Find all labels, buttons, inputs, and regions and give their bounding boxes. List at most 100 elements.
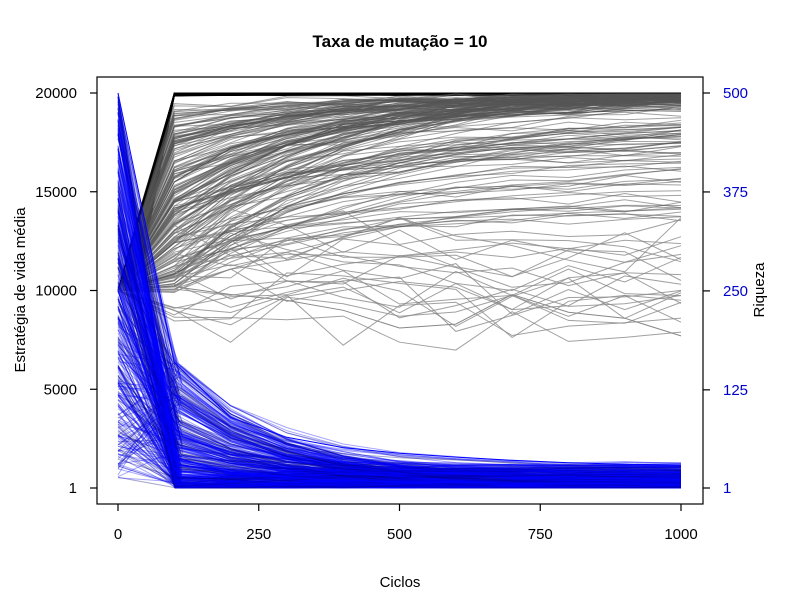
wealth-line <box>117 317 682 487</box>
wealth-line <box>117 456 682 489</box>
wealth-line <box>117 112 682 473</box>
wealth-line <box>117 266 682 489</box>
wealth-line <box>117 258 682 489</box>
strategy-line <box>117 290 682 351</box>
strategy-line <box>117 270 682 319</box>
wealth-line <box>117 377 682 487</box>
wealth-line <box>117 350 682 489</box>
wealth-line <box>117 286 682 488</box>
wealth-line <box>117 298 682 489</box>
wealth-line <box>117 108 682 487</box>
wealth-line <box>117 463 681 489</box>
wealth-line <box>117 112 682 489</box>
wealth-line <box>117 345 682 488</box>
wealth-line <box>117 341 682 488</box>
y-right-tick-label: 250 <box>723 283 748 300</box>
wealth-line <box>117 254 682 479</box>
wealth-line <box>117 125 682 486</box>
wealth-line <box>117 258 682 469</box>
wealth-line <box>117 248 682 480</box>
wealth-line <box>117 250 682 487</box>
strategy-line <box>117 110 682 291</box>
y-right-tick-label: 375 <box>723 184 748 201</box>
wealth-line <box>117 101 682 489</box>
wealth-line <box>117 398 682 479</box>
wealth-line <box>117 337 682 486</box>
wealth-line <box>117 290 682 489</box>
wealth-line <box>117 405 682 485</box>
wealth-line <box>117 405 682 489</box>
wealth-line <box>117 145 682 484</box>
wealth-line <box>117 172 682 489</box>
wealth-line <box>117 388 682 475</box>
wealth-line <box>117 217 682 487</box>
wealth-line <box>117 108 682 467</box>
wealth-line <box>117 242 682 483</box>
wealth-line <box>117 318 682 489</box>
wealth-line <box>117 149 682 489</box>
wealth-line <box>117 380 682 476</box>
wealth-line <box>117 306 682 489</box>
wealth-line <box>117 271 682 487</box>
wealth-line <box>117 280 682 489</box>
wealth-line <box>117 318 682 475</box>
wealth-line <box>117 258 682 480</box>
wealth-line <box>117 321 682 480</box>
wealth-line <box>117 413 682 486</box>
wealth-line <box>117 237 682 483</box>
wealth-line <box>117 154 682 483</box>
wealth-line <box>117 434 682 485</box>
wealth-line <box>117 298 682 470</box>
strategy-line <box>117 101 682 291</box>
wealth-line <box>117 191 682 482</box>
wealth-line <box>117 318 682 481</box>
wealth-line <box>117 219 682 487</box>
wealth-line <box>117 452 682 487</box>
wealth-line <box>117 435 682 489</box>
wealth-line <box>117 267 682 489</box>
wealth-line <box>117 251 682 487</box>
wealth-line <box>117 99 682 482</box>
wealth-line <box>117 200 682 489</box>
wealth-line <box>117 340 682 487</box>
wealth-line <box>117 119 682 488</box>
wealth-line <box>117 308 682 478</box>
wealth-line <box>117 233 682 487</box>
wealth-line <box>117 391 682 478</box>
wealth-line <box>117 112 682 488</box>
wealth-line <box>117 307 682 488</box>
wealth-line <box>117 369 681 478</box>
wealth-line <box>117 266 682 487</box>
wealth-line <box>117 383 682 489</box>
wealth-line <box>117 227 682 480</box>
wealth-line <box>117 323 682 479</box>
wealth-line <box>117 132 682 489</box>
wealth-line <box>117 454 682 480</box>
wealth-line <box>117 138 682 484</box>
wealth-line <box>117 184 682 479</box>
strategy-line <box>117 201 682 294</box>
wealth-line <box>117 179 682 469</box>
wealth-line <box>117 255 682 478</box>
y-right-axis: 1 125 250 375 500 <box>703 85 748 497</box>
wealth-line <box>117 132 682 484</box>
wealth-line <box>117 371 682 489</box>
wealth-line <box>117 376 682 481</box>
wealth-line <box>117 374 682 484</box>
y-left-axis-label: Estratégia de vida média <box>12 207 29 373</box>
wealth-line <box>117 228 682 477</box>
wealth-line <box>117 382 682 489</box>
wealth-line <box>117 258 682 481</box>
wealth-line <box>117 285 682 481</box>
wealth-line <box>117 375 682 488</box>
wealth-line <box>117 426 682 488</box>
wealth-line <box>117 416 682 479</box>
wealth-line <box>117 432 682 473</box>
wealth-line <box>117 182 682 487</box>
wealth-line <box>117 154 681 489</box>
wealth-line <box>117 167 682 487</box>
strategy-line <box>117 208 682 291</box>
wealth-line <box>117 344 682 481</box>
wealth-line <box>117 129 682 482</box>
